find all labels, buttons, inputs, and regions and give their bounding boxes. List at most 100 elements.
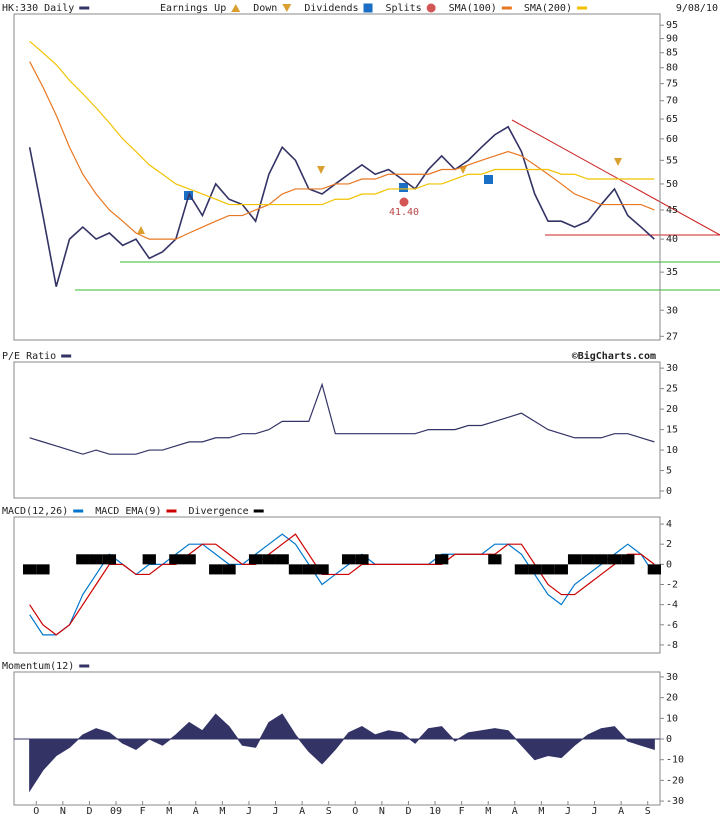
x-tick-label: F bbox=[140, 806, 146, 817]
series-line bbox=[29, 40, 655, 206]
divergence-bar bbox=[182, 554, 196, 565]
split-icon bbox=[399, 197, 409, 207]
legend-label: Earnings Up bbox=[160, 3, 226, 14]
earnings-down-icon bbox=[317, 166, 325, 174]
price-annotation: 41.40 bbox=[389, 207, 419, 218]
x-tick-label: M bbox=[219, 806, 225, 817]
y-tick-label: 80 bbox=[666, 63, 678, 74]
y-tick-label: 55 bbox=[666, 155, 678, 166]
legend-label: Dividends bbox=[304, 3, 358, 14]
legend-swatch bbox=[79, 6, 90, 10]
y-tick-label: 50 bbox=[666, 179, 678, 190]
x-tick-label: J bbox=[273, 806, 279, 817]
legend-swatch bbox=[576, 6, 587, 10]
divergence-bar bbox=[554, 564, 568, 575]
divergence-bar bbox=[76, 554, 90, 565]
panel-frame bbox=[13, 516, 661, 654]
y-tick-label: 0 bbox=[666, 734, 672, 745]
x-tick-label: A bbox=[299, 806, 305, 817]
divergence-bar bbox=[647, 564, 661, 575]
price-annotations bbox=[75, 119, 720, 291]
momentum-area bbox=[29, 713, 655, 793]
legend-swatch bbox=[166, 509, 177, 513]
y-tick-label: 45 bbox=[666, 205, 678, 216]
y-tick-label: 15 bbox=[666, 425, 678, 436]
divergence-bar bbox=[514, 564, 529, 575]
divergence-bar bbox=[342, 554, 356, 565]
y-tick-label: 35 bbox=[666, 267, 678, 278]
legend-icon bbox=[363, 3, 373, 13]
legend-label: Splits bbox=[386, 3, 422, 14]
y-tick-label: -20 bbox=[666, 775, 684, 786]
legend-swatch bbox=[73, 509, 84, 513]
y-tick-label: 30 bbox=[666, 305, 678, 316]
x-tick-label: O bbox=[33, 806, 39, 817]
earnings-down-icon bbox=[614, 158, 622, 166]
x-tick-label: J bbox=[246, 806, 252, 817]
y-tick-label: -6 bbox=[666, 620, 678, 631]
series-line bbox=[29, 61, 655, 240]
x-tick-label: J bbox=[592, 806, 598, 817]
divergence-bar bbox=[248, 554, 263, 565]
y-tick-label: -2 bbox=[666, 579, 678, 590]
dividend-icon bbox=[399, 183, 408, 192]
y-tick-label: 70 bbox=[666, 96, 678, 107]
legend-label: Down bbox=[253, 3, 277, 14]
x-tick-label: A bbox=[512, 806, 518, 817]
divergence-bar bbox=[581, 554, 595, 565]
divergence-bar bbox=[528, 564, 542, 575]
y-tick-label: 10 bbox=[666, 445, 678, 456]
legend-icon bbox=[426, 3, 436, 13]
trend-line bbox=[511, 119, 720, 236]
x-tick-label: A bbox=[193, 806, 199, 817]
x-tick-label: M bbox=[166, 806, 172, 817]
divergence-bar bbox=[315, 564, 329, 575]
legend-label: Divergence bbox=[188, 506, 248, 517]
y-tick-label: 20 bbox=[666, 693, 678, 704]
legend-swatch bbox=[79, 664, 90, 668]
y-tick-label: -8 bbox=[666, 640, 678, 651]
legend-label: MACD(12,26) bbox=[2, 506, 68, 517]
y-tick-label: 40 bbox=[666, 234, 678, 245]
divergence-bar bbox=[89, 554, 103, 565]
y-tick-label: -30 bbox=[666, 796, 684, 807]
y-tick-label: 30 bbox=[666, 672, 678, 683]
y-tick-label: 60 bbox=[666, 134, 678, 145]
divergence-bar bbox=[302, 564, 316, 575]
divergence-bar bbox=[541, 564, 555, 575]
y-tick-label: 65 bbox=[666, 114, 678, 125]
y-tick-label: 20 bbox=[666, 404, 678, 415]
divergence-bar bbox=[355, 554, 369, 565]
divergence-bar bbox=[142, 554, 156, 565]
legend-label: HK:330 Daily bbox=[2, 3, 74, 14]
x-tick-label: F bbox=[459, 806, 465, 817]
divergence-bar bbox=[262, 554, 276, 565]
x-tick-label: M bbox=[538, 806, 544, 817]
panel-frame bbox=[13, 671, 661, 806]
x-tick-label: A bbox=[618, 806, 624, 817]
y-tick-label: 2 bbox=[666, 539, 672, 550]
divergence-bar bbox=[435, 554, 449, 565]
legend-swatch bbox=[253, 509, 264, 513]
x-tick-label: O bbox=[352, 806, 358, 817]
legend-icon bbox=[231, 4, 241, 12]
divergence-bar bbox=[23, 564, 37, 575]
earnings-up-icon bbox=[137, 226, 145, 234]
divergence-bar bbox=[621, 554, 635, 565]
divergence-bar bbox=[488, 554, 502, 565]
y-tick-label: 27 bbox=[666, 331, 678, 342]
y-tick-label: -4 bbox=[666, 600, 678, 611]
divergence-bar bbox=[36, 564, 50, 575]
x-tick-label: J bbox=[565, 806, 571, 817]
y-tick-label: 90 bbox=[666, 34, 678, 45]
y-tick-label: 30 bbox=[666, 363, 678, 374]
x-tick-label: S bbox=[645, 806, 651, 817]
price-line bbox=[28, 125, 655, 287]
divergence-bar bbox=[594, 554, 608, 565]
legend-swatch bbox=[61, 354, 72, 358]
legend-swatch bbox=[501, 6, 512, 10]
panel-frame bbox=[13, 13, 661, 341]
x-tick-label: M bbox=[485, 806, 491, 817]
